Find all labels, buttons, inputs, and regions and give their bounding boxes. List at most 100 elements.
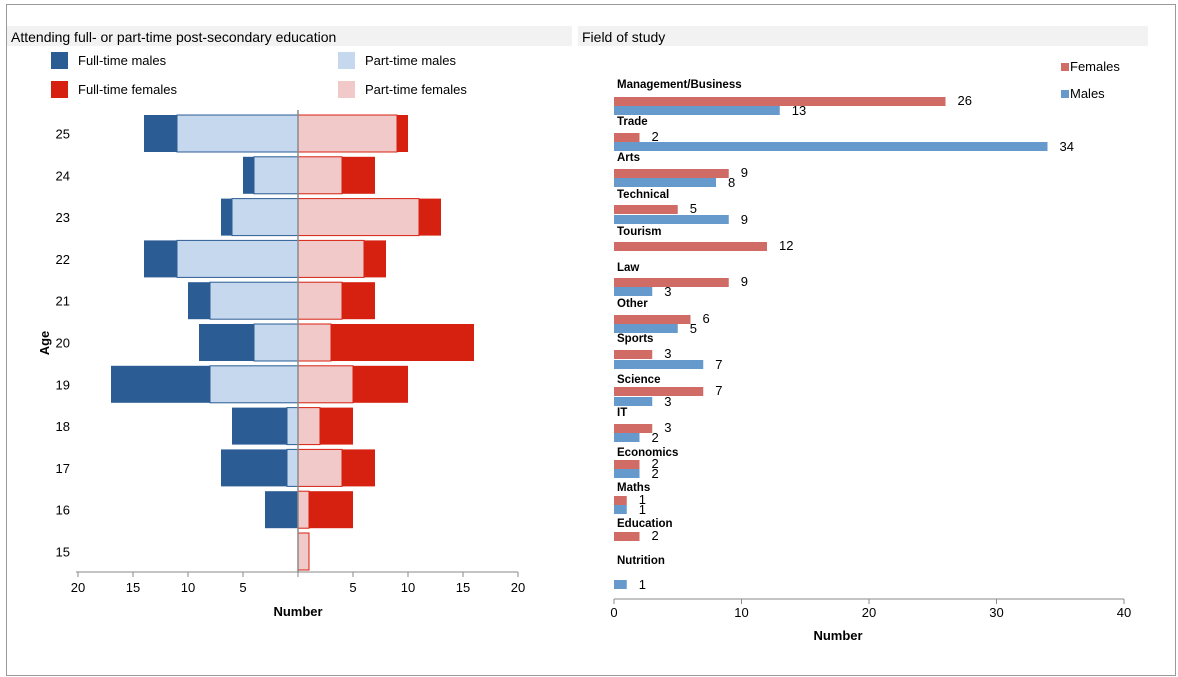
legend-label: Full-time females	[78, 82, 177, 97]
legend-swatch-fulltime-females	[51, 81, 68, 98]
y-tick-label: 18	[56, 419, 70, 434]
data-label-males: 2	[652, 430, 659, 445]
data-label-females: 2	[652, 456, 659, 471]
data-label-females: 5	[690, 201, 697, 216]
bar-fulltime-males	[243, 156, 254, 194]
bar-fulltime-females	[353, 365, 408, 403]
legend-field-males: Males	[1061, 86, 1105, 101]
bar-field-males	[614, 469, 640, 478]
y-tick-label: 22	[56, 252, 70, 267]
bar-fulltime-males	[188, 282, 210, 320]
x-tick-label: 15	[126, 580, 140, 595]
data-label-females: 12	[779, 238, 793, 253]
legend-label: Part-time males	[365, 53, 457, 68]
data-label-males: 7	[715, 357, 722, 372]
bar-fulltime-males	[111, 365, 210, 403]
bar-fulltime-males	[221, 449, 287, 487]
bar-field-females	[614, 97, 946, 106]
bar-field-females	[614, 424, 653, 433]
category-label: Trade	[617, 116, 648, 128]
data-label-females: 9	[741, 165, 748, 180]
data-label-females: 7	[715, 383, 722, 398]
legend-field-females: Females	[1061, 59, 1120, 74]
bar-fulltime-males	[144, 115, 177, 152]
bar-field-females	[614, 133, 640, 142]
bar-parttime-females	[297, 239, 365, 278]
data-label-males: 13	[792, 103, 806, 118]
x-tick-label: 20	[71, 580, 85, 595]
bar-parttime-females	[297, 448, 343, 487]
legend-label: Full-time males	[78, 53, 167, 68]
legend-swatch-field-males	[1061, 89, 1069, 98]
bar-parttime-males	[286, 448, 299, 487]
x-axis-title: Number	[273, 604, 322, 619]
bar-parttime-males	[286, 407, 299, 446]
bar-parttime-males	[253, 323, 299, 362]
bar-parttime-females	[297, 365, 354, 404]
bar-field-males	[614, 505, 627, 514]
category-label: Sports	[617, 333, 653, 345]
legend-swatch-parttime-males	[338, 52, 355, 69]
x-tick-label: 0	[610, 605, 617, 620]
data-label-females: 1	[639, 492, 646, 507]
y-tick-label: 24	[56, 168, 70, 183]
bar-fulltime-males	[199, 324, 254, 361]
category-label: Technical	[617, 189, 669, 201]
data-label-males: 3	[664, 284, 671, 299]
bar-fulltime-males	[265, 491, 298, 529]
category-label: Law	[617, 262, 639, 274]
bar-parttime-females	[297, 532, 310, 571]
legend-label: Females	[1070, 59, 1120, 74]
category-label: Tourism	[617, 226, 662, 238]
x-tick-label: 10	[401, 580, 415, 595]
bar-fulltime-males	[232, 407, 287, 445]
bar-parttime-males	[253, 156, 299, 195]
bar-parttime-females	[297, 490, 310, 529]
y-tick-label: 17	[56, 461, 70, 476]
bar-parttime-males	[209, 281, 299, 320]
legend-parttime-females: Part-time females	[338, 81, 467, 98]
x-tick-label: 5	[239, 580, 246, 595]
bar-field-males	[614, 397, 653, 406]
y-tick-label: 15	[56, 545, 70, 560]
category-label: Arts	[617, 152, 640, 164]
data-label-males: 2	[652, 466, 659, 481]
data-label-females: 3	[664, 346, 671, 361]
data-label-males: 8	[728, 175, 735, 190]
bar-field-females	[614, 532, 640, 541]
y-tick-label: 20	[56, 336, 70, 351]
x-tick-label: 20	[862, 605, 876, 620]
bar-field-females	[614, 278, 729, 287]
bar-field-females	[614, 387, 704, 396]
bar-field-males	[614, 433, 640, 442]
category-label: Economics	[617, 447, 678, 459]
data-label-males: 34	[1060, 139, 1074, 154]
y-tick-label: 25	[56, 127, 70, 142]
bar-parttime-females	[297, 198, 420, 237]
bar-fulltime-females	[309, 491, 353, 529]
bar-field-males	[614, 324, 678, 333]
bar-fulltime-females	[342, 282, 375, 320]
x-tick-label: 20	[511, 580, 525, 595]
data-label-males: 5	[690, 321, 697, 336]
bar-field-females	[614, 460, 640, 469]
legend-swatch-field-females	[1061, 62, 1069, 71]
category-label: Other	[617, 298, 648, 310]
legend-parttime-males: Part-time males	[338, 52, 456, 69]
category-label: Management/Business	[617, 79, 742, 91]
bar-field-males	[614, 580, 627, 589]
x-tick-label: 15	[456, 580, 470, 595]
data-label-males: 1	[639, 502, 646, 517]
bar-parttime-males	[231, 198, 299, 237]
bar-parttime-females	[297, 323, 332, 362]
data-label-females: 2	[652, 129, 659, 144]
bar-fulltime-females	[364, 240, 386, 278]
category-label: Science	[617, 374, 660, 386]
y-tick-label: 19	[56, 377, 70, 392]
bar-field-males	[614, 360, 704, 369]
bar-field-males	[614, 287, 653, 296]
left-chart-title: Attending full- or part-time post-second…	[7, 26, 572, 46]
data-label-males: 3	[664, 394, 671, 409]
bar-fulltime-females	[342, 449, 375, 487]
category-label: Education	[617, 518, 673, 530]
